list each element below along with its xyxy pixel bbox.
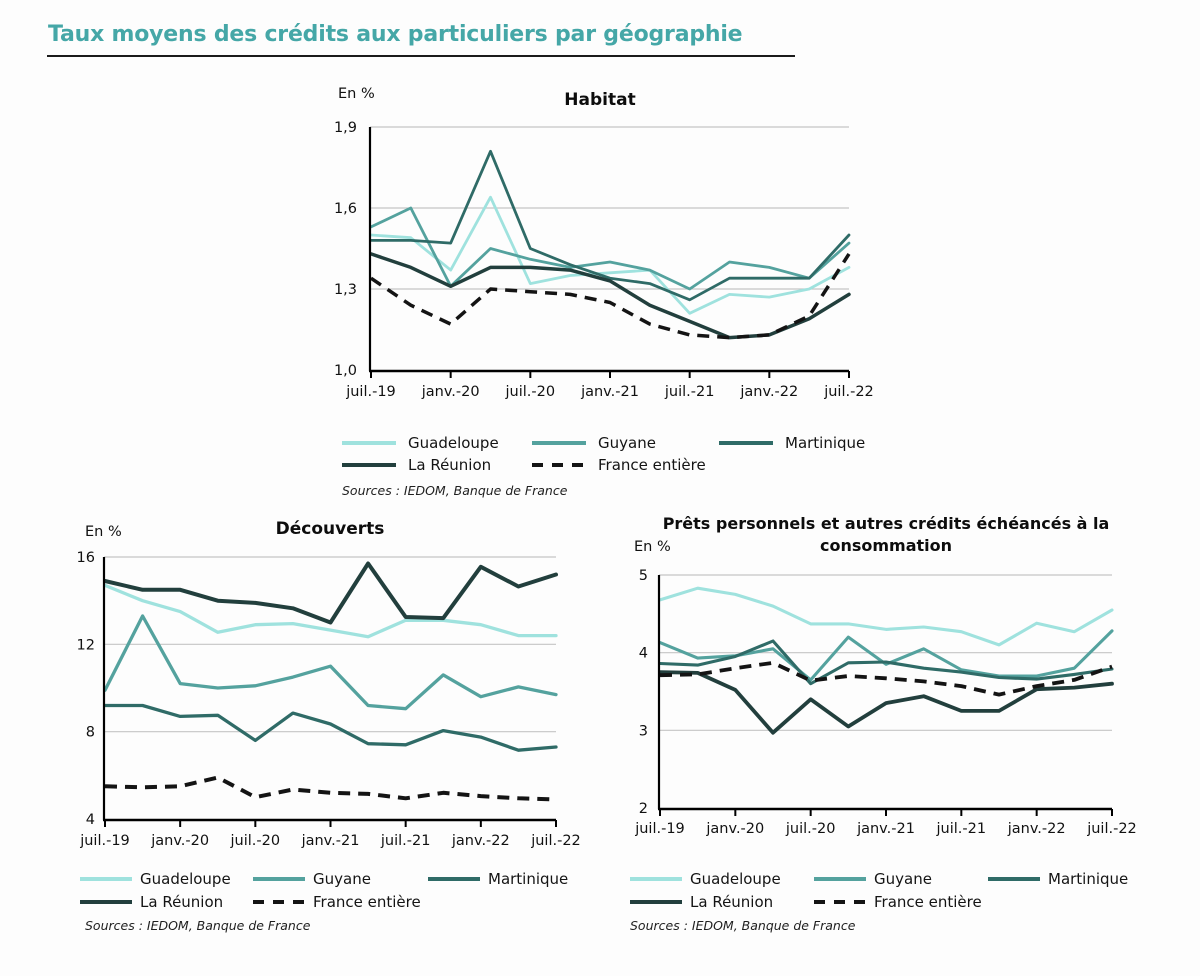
series-line-france xyxy=(370,252,851,340)
y-unit-label: En % xyxy=(85,524,122,540)
series-line-guyane xyxy=(658,629,1114,682)
title-underline xyxy=(47,55,795,57)
y-tick-label: 16 xyxy=(77,550,95,566)
series-line-la_reunion xyxy=(658,670,1114,735)
y-tick-label: 4 xyxy=(86,812,95,828)
x-tick-label: juil.-19 xyxy=(634,821,685,837)
x-tick-label: janv.-20 xyxy=(421,384,480,400)
x-tick-label: juil.-22 xyxy=(530,833,581,849)
y-tick-label: 1,0 xyxy=(334,363,357,379)
y-tick-label: 1,9 xyxy=(334,120,357,136)
x-tick-label: juil.-20 xyxy=(785,821,836,837)
x-tick-label: janv.-22 xyxy=(739,384,798,400)
y-tick-label: 8 xyxy=(86,725,95,741)
series-line-guadeloupe xyxy=(658,586,1114,647)
series-line-guadeloupe xyxy=(103,583,558,639)
series-line-la_reunion xyxy=(369,252,851,340)
y-tick-label: 1,3 xyxy=(334,282,357,298)
chart-title-prets: Prêts personnels et autres crédits échéa… xyxy=(662,514,1110,555)
x-tick-label: juil.-21 xyxy=(380,833,431,849)
series-line-france xyxy=(659,660,1113,697)
x-tick-label: janv.-22 xyxy=(451,833,510,849)
x-tick-label: janv.-22 xyxy=(1007,821,1066,837)
x-tick-label: juil.-22 xyxy=(1086,821,1137,837)
chart-title-habitat: Habitat xyxy=(564,90,636,110)
y-unit-label: En % xyxy=(338,86,375,102)
y-tick-label: 3 xyxy=(639,723,648,739)
x-tick-label: janv.-21 xyxy=(856,821,915,837)
page-title: Taux moyens des crédits aux particuliers… xyxy=(48,22,743,47)
x-tick-label: janv.-20 xyxy=(705,821,764,837)
series-line-guadeloupe xyxy=(369,195,851,315)
x-tick-label: juil.-20 xyxy=(230,833,281,849)
x-tick-label: janv.-21 xyxy=(301,833,360,849)
x-tick-label: janv.-21 xyxy=(580,384,639,400)
y-unit-label: En % xyxy=(634,539,671,555)
y-tick-label: 4 xyxy=(639,646,648,662)
x-tick-label: janv.-20 xyxy=(150,833,209,849)
series-line-martinique xyxy=(658,639,1114,686)
y-tick-label: 12 xyxy=(77,637,95,653)
y-tick-label: 2 xyxy=(639,801,648,817)
series-line-la_reunion xyxy=(103,561,558,625)
y-tick-label: 5 xyxy=(639,568,648,584)
x-tick-label: juil.-20 xyxy=(505,384,556,400)
series-line-martinique xyxy=(103,703,558,752)
x-tick-label: juil.-21 xyxy=(936,821,987,837)
y-tick-label: 1,6 xyxy=(334,201,357,217)
chart-title-decouverts: Découverts xyxy=(275,519,385,539)
series-line-france xyxy=(104,775,557,802)
x-tick-label: juil.-21 xyxy=(664,384,715,400)
x-tick-label: juil.-19 xyxy=(345,384,396,400)
sources-note: Sources : IEDOM, Banque de France xyxy=(342,483,568,498)
sources-note: Sources : IEDOM, Banque de France xyxy=(85,918,311,933)
x-tick-label: juil.-22 xyxy=(823,384,874,400)
series-line-guyane xyxy=(103,614,558,711)
sources-note: Sources : IEDOM, Banque de France xyxy=(630,918,856,933)
x-tick-label: juil.-19 xyxy=(79,833,130,849)
series-line-martinique xyxy=(369,149,851,302)
